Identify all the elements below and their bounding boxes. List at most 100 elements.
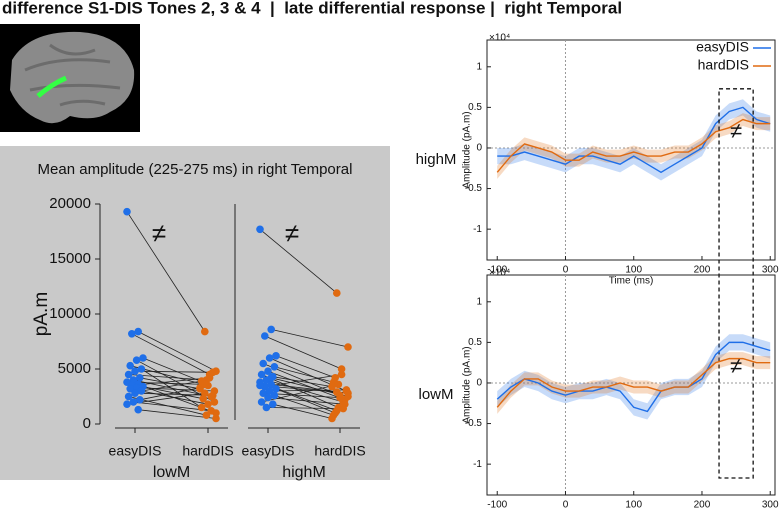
point [257, 398, 266, 406]
y-tick-label: -1 [473, 224, 482, 235]
point [212, 414, 220, 423]
y-axis-label: pA.m [31, 292, 52, 336]
pair-line [264, 374, 342, 387]
time-window [718, 88, 754, 479]
error-band [497, 352, 771, 414]
panel-title: Mean amplitude (225-275 ms) in right Tem… [38, 161, 353, 178]
pair-line [138, 331, 217, 372]
y-tick-label: -0.5 [465, 418, 483, 429]
point [136, 374, 144, 382]
series-line [497, 106, 771, 174]
point [197, 377, 206, 385]
pair-line [139, 387, 201, 401]
legend-label: hardDIS [698, 57, 749, 73]
figure-title: difference S1-DIS Tones 2, 3 & 4 | late … [2, 0, 622, 17]
pair-line [272, 403, 333, 419]
point [339, 404, 348, 413]
point [256, 381, 264, 390]
point [134, 327, 142, 336]
x-tick-label: hardDIS [182, 443, 233, 459]
y-multiplier: ×10⁴ [489, 33, 510, 44]
point [123, 400, 131, 409]
y-tick-label: -0.5 [465, 183, 483, 194]
point [267, 374, 276, 382]
point [269, 400, 277, 409]
y-tick-label: -1 [473, 459, 482, 470]
x-tick-label: 0 [563, 265, 569, 276]
point [333, 388, 341, 396]
point [267, 380, 276, 389]
pair-line [266, 379, 344, 403]
point [328, 382, 336, 391]
point [344, 343, 352, 351]
point [342, 386, 351, 394]
plot-frame [486, 39, 776, 261]
pair-line [264, 335, 342, 370]
point [139, 354, 147, 362]
point [210, 398, 219, 406]
y-tick-label: 0.5 [468, 337, 482, 348]
y-axis-label: Amplitude (pA.m) [462, 111, 473, 188]
y-tick-label: 0 [83, 415, 91, 432]
group-label: highM [282, 464, 326, 481]
point [129, 398, 138, 406]
point [132, 356, 141, 365]
point [336, 393, 344, 402]
point [272, 352, 280, 360]
row-label: highM [416, 151, 457, 168]
annotation: ≠ [285, 218, 299, 248]
pair-line [274, 366, 334, 383]
x-tick-label: 0 [563, 500, 569, 508]
point [270, 363, 279, 371]
point [328, 414, 336, 423]
point [265, 354, 274, 362]
y-tick-label: 0 [476, 378, 482, 389]
x-axis-label: Time (ms) [609, 276, 654, 287]
x-tick-label: 200 [694, 500, 711, 508]
pair-line [266, 407, 344, 409]
x-tick-label: 300 [762, 500, 779, 508]
point [261, 332, 269, 340]
pair-line [272, 376, 333, 387]
point [137, 387, 146, 395]
brain-image [0, 24, 140, 132]
annotation: ≠ [730, 353, 742, 378]
point [333, 289, 341, 297]
annotation: ≠ [152, 218, 166, 248]
point [136, 396, 144, 404]
series-line [496, 118, 771, 173]
x-tick-label: 100 [625, 265, 642, 276]
point [137, 365, 146, 373]
pair-line [133, 401, 212, 412]
series-line [496, 357, 771, 408]
point [344, 392, 352, 401]
point [267, 325, 276, 334]
annotation: ≠ [730, 118, 742, 143]
point [126, 385, 134, 393]
y-tick-label: 0.5 [468, 102, 482, 113]
pair-line [275, 355, 336, 379]
pair-line [271, 329, 349, 348]
point [264, 393, 272, 402]
row-label: lowM [418, 386, 453, 403]
y-axis-label: Amplitude (pA.m) [462, 346, 473, 423]
point [207, 407, 215, 415]
point [201, 327, 209, 336]
error-band [497, 334, 771, 420]
y-multiplier: ×10⁴ [489, 268, 510, 279]
pair-line [138, 409, 217, 419]
point [197, 403, 206, 412]
point [201, 389, 209, 398]
point [205, 374, 214, 382]
y-tick-label: 0 [476, 143, 482, 154]
legend-label: easyDIS [696, 39, 749, 55]
x-tick-label: hardDIS [314, 443, 365, 459]
pair-line [126, 211, 206, 332]
plot-frame [486, 274, 776, 496]
point [337, 370, 346, 379]
point [196, 383, 204, 392]
x-tick-label: 200 [694, 265, 711, 276]
point [209, 368, 217, 377]
point [124, 370, 133, 379]
point [262, 403, 271, 412]
